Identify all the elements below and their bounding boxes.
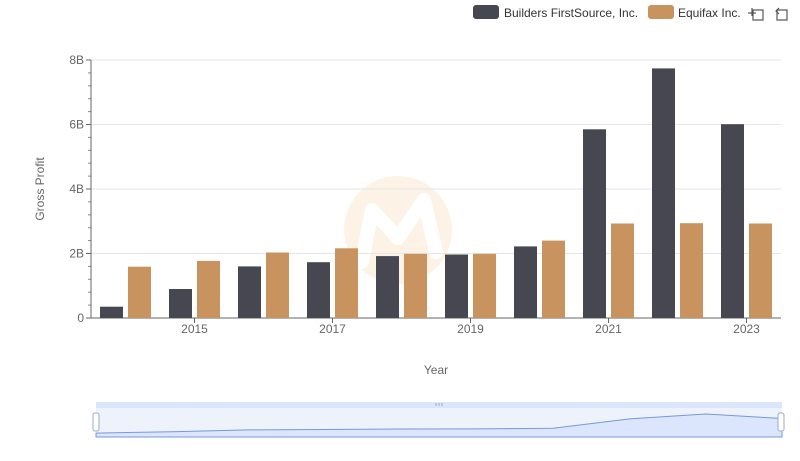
bar-equifax-2014[interactable] (128, 266, 151, 318)
bar-builders-firstsource-2023[interactable] (721, 124, 744, 318)
x-tick-label: 2015 (181, 322, 208, 336)
bar-builders-firstsource-2017[interactable] (307, 262, 330, 318)
legend-item-equifax[interactable]: Equifax Inc. (648, 5, 741, 20)
bar-equifax-2019[interactable] (473, 253, 496, 318)
bar-equifax-2016[interactable] (266, 252, 289, 319)
bar-equifax-2018[interactable] (404, 253, 427, 318)
bar-builders-firstsource-2015[interactable] (169, 289, 192, 318)
y-axis: 0 2B 4B 6B 8B (69, 53, 92, 325)
navigator-left-handle[interactable] (92, 412, 100, 432)
navigator-area (95, 413, 783, 438)
bar-equifax-2021[interactable] (611, 223, 634, 319)
x-axis: 2015 2017 2019 2021 2023 (91, 317, 781, 336)
bar-series-group (100, 68, 772, 319)
y-axis-title: Gross Profit (33, 157, 47, 221)
x-axis-title: Year (424, 363, 448, 377)
zoom-select-icon[interactable] (748, 8, 764, 21)
bar-equifax-2023[interactable] (749, 223, 772, 319)
bar-equifax-2020[interactable] (542, 240, 565, 318)
bar-builders-firstsource-2022[interactable] (652, 68, 675, 319)
bar-builders-firstsource-2021[interactable] (583, 129, 606, 318)
navigator-right-handle[interactable] (777, 412, 785, 432)
legend-label-builders-firstsource: Builders FirstSource, Inc. (504, 6, 638, 20)
legend-swatch-equifax (648, 5, 674, 19)
legend-label-equifax: Equifax Inc. (678, 6, 741, 20)
bar-builders-firstsource-2016[interactable] (238, 266, 261, 318)
navigator-grip-icon[interactable] (435, 403, 443, 406)
y-tick-label: 6B (69, 118, 84, 132)
bar-builders-firstsource-2020[interactable] (514, 246, 537, 318)
bar-builders-firstsource-2014[interactable] (100, 306, 123, 318)
legend-item-builders-firstsource[interactable]: Builders FirstSource, Inc. (473, 5, 638, 20)
y-tick-label: 0 (77, 311, 84, 325)
x-tick-label: 2019 (457, 322, 484, 336)
y-tick-label: 8B (69, 53, 84, 67)
range-navigator[interactable] (92, 402, 785, 438)
bar-equifax-2022[interactable] (680, 223, 703, 318)
bar-builders-firstsource-2018[interactable] (376, 256, 399, 318)
x-tick-label: 2021 (595, 322, 622, 336)
y-tick-label: 2B (69, 247, 84, 261)
x-tick-label: 2017 (319, 322, 346, 336)
zoom-reset-icon[interactable] (775, 7, 788, 21)
x-tick-label: 2023 (733, 322, 760, 336)
legend-swatch-builders-firstsource (473, 5, 499, 19)
bar-equifax-2015[interactable] (197, 260, 220, 318)
legend: Builders FirstSource, Inc. Equifax Inc. (473, 5, 741, 20)
bar-equifax-2017[interactable] (335, 248, 358, 318)
y-tick-label: 4B (69, 182, 84, 196)
bar-builders-firstsource-2019[interactable] (445, 254, 468, 319)
